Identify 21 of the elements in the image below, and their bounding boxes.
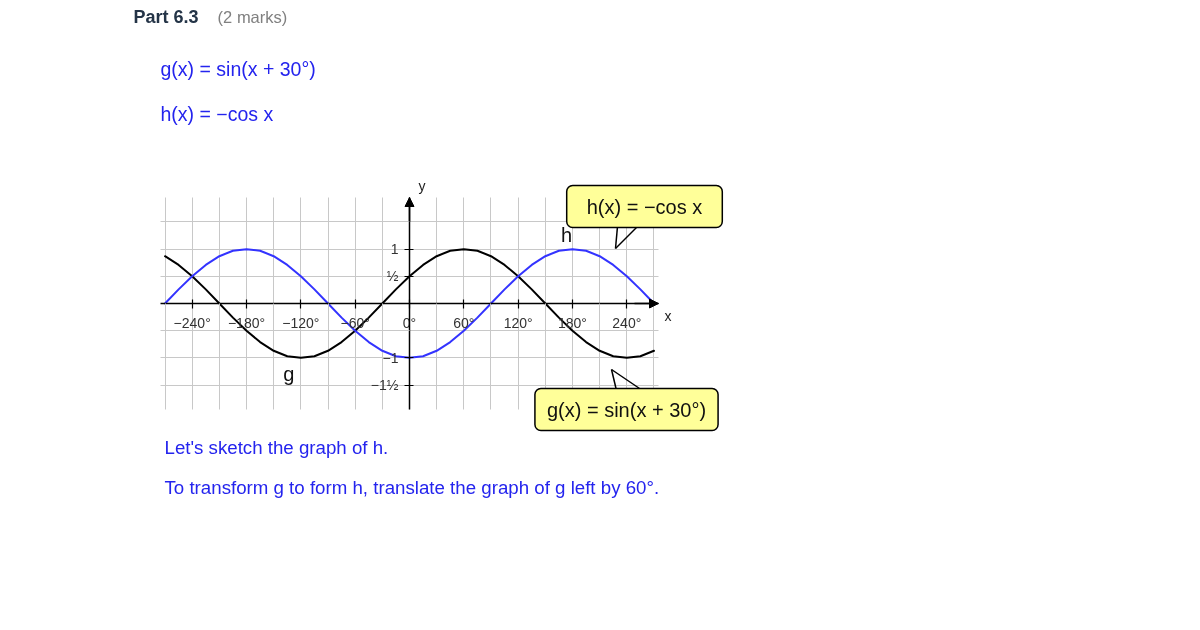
y-tick-label: −1 <box>382 349 399 366</box>
text: h(x) = −cos x <box>160 102 274 125</box>
x-tick-label: 60° <box>453 314 475 331</box>
text: g(x) = sin(x + 30°) <box>160 57 316 80</box>
y-tick-label: ½ <box>386 268 399 285</box>
y-axis-title: y <box>418 177 426 194</box>
text: Let's sketch the graph of h. <box>164 437 389 458</box>
chart-subtitle: (2 marks) <box>217 7 288 26</box>
annotation: h(x) = −cos x <box>586 195 703 218</box>
chart-title: Part 6.3 <box>133 6 199 27</box>
y-tick-label: −1½ <box>370 377 399 394</box>
y-tick-label: 1 <box>390 241 399 258</box>
x-tick-label: 120° <box>503 314 533 331</box>
x-tick-label: 240° <box>612 314 642 331</box>
series-label: g <box>283 362 295 385</box>
x-axis-title: x <box>664 307 672 324</box>
x-tick-label: −240° <box>173 314 211 331</box>
text: To transform g to form h, translate the graph of g left by 60°. <box>164 477 660 498</box>
x-tick-label: −120° <box>282 314 320 331</box>
legend-label: h <box>560 224 573 247</box>
annotation: g(x) = sin(x + 30°) <box>546 398 707 421</box>
